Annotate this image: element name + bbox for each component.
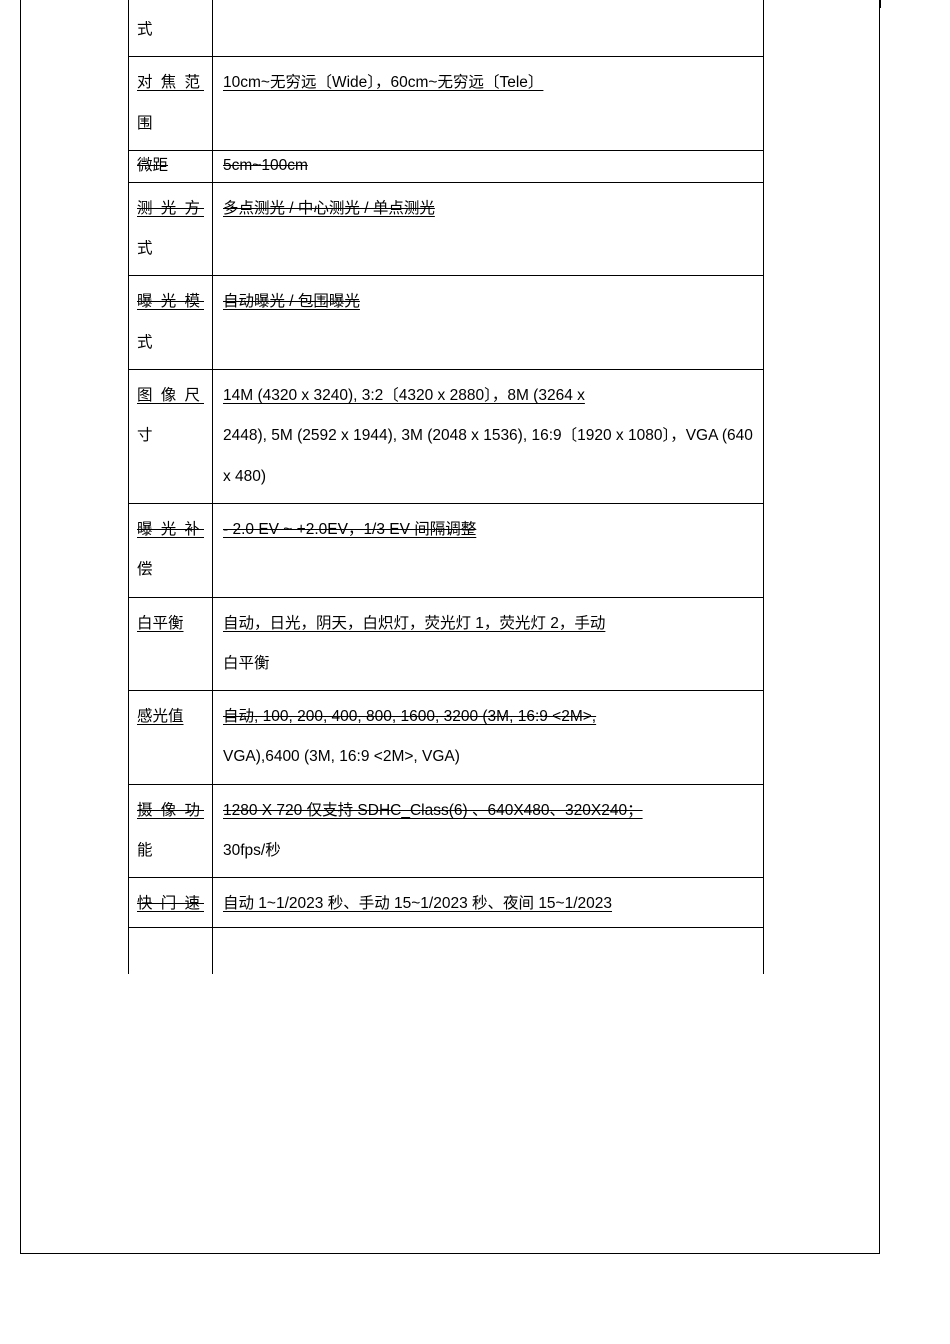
label-text: 微距 <box>137 157 168 174</box>
label-text: 感光值 <box>137 708 184 725</box>
value-rest: VGA),6400 (3M, 16:9 <2M>, VGA) <box>223 748 460 765</box>
value-text: 多点测光 / 中心测光 / 单点测光 <box>223 200 435 217</box>
cell-value-white-balance: 自动，日光，阴天，白炽灯，荧光灯 1，荧光灯 2，手动 白平衡 <box>213 598 763 691</box>
cell-value-exposure-mode: 自动曝光 / 包围曝光 <box>213 276 763 369</box>
cell-value-exposure-comp: - 2.0 EV ~ +2.0EV，1/3 EV 间隔调整 <box>213 504 763 597</box>
cell-label-metering: 测光方 式 <box>129 183 213 276</box>
label-text: 摄像功 <box>137 802 204 819</box>
value-text: - 2.0 EV ~ +2.0EV，1/3 EV 间隔调整 <box>223 521 476 538</box>
table-row: 微距 5cm~100cm <box>129 151 763 183</box>
value-first: 1280 X 720 仅支持 SDHC_Class(6) 、640X480、32… <box>223 802 643 819</box>
table-row: 白平衡 自动，日光，阴天，白炽灯，荧光灯 1，荧光灯 2，手动 白平衡 <box>129 598 763 692</box>
cell-value-iso: 自动, 100, 200, 400, 800, 1600, 3200 (3M, … <box>213 691 763 784</box>
value-text: 5cm~100cm <box>223 157 308 174</box>
value-first: 自动, 100, 200, 400, 800, 1600, 3200 (3M, … <box>223 708 596 725</box>
table-row-blank <box>129 928 763 974</box>
cell-label-image-size: 图像尺 寸 <box>129 370 213 503</box>
cell-label-video: 摄像功 能 <box>129 785 213 878</box>
cell-label-shutter: 快门速 <box>129 878 213 926</box>
cell-value-shutter: 自动 1~1/2023 秒、手动 15~1/2023 秒、夜间 15~1/202… <box>213 878 763 926</box>
label-text-rest: 偿 <box>137 561 157 578</box>
page: 对焦方 式 TTL 自动对焦 对焦范 围 10cm~无穷远〔Wide〕，60cm… <box>0 0 950 1344</box>
label-text: 白平衡 <box>137 615 184 632</box>
label-text: 对焦范 <box>137 74 204 91</box>
cell-value-blank <box>213 928 763 974</box>
cell-value-macro: 5cm~100cm <box>213 151 763 182</box>
table-row: 快门速 自动 1~1/2023 秒、手动 15~1/2023 秒、夜间 15~1… <box>129 878 763 927</box>
value-first: 14M (4320 x 3240), 3:2〔4320 x 2880〕，8M (… <box>223 387 585 404</box>
label-text: 曝光补 <box>137 521 204 538</box>
cell-label-focus-range: 对焦范 围 <box>129 57 213 150</box>
label-text-rest: 寸 <box>137 427 157 444</box>
table-row: 图像尺 寸 14M (4320 x 3240), 3:2〔4320 x 2880… <box>129 370 763 504</box>
value-rest: 30fps/秒 <box>223 842 281 859</box>
table-row: 曝光补 偿 - 2.0 EV ~ +2.0EV，1/3 EV 间隔调整 <box>129 504 763 598</box>
cell-label-iso: 感光值 <box>129 691 213 784</box>
cell-label-white-balance: 白平衡 <box>129 598 213 691</box>
label-text: 曝光模 <box>137 293 204 310</box>
spec-table: 对焦方 式 TTL 自动对焦 对焦范 围 10cm~无穷远〔Wide〕，60cm… <box>128 0 764 974</box>
label-text-rest: 能 <box>137 842 157 859</box>
table-row: 对焦方 式 TTL 自动对焦 <box>129 0 763 57</box>
label-text: 快门速 <box>137 895 204 912</box>
cell-value-focus-mode: TTL 自动对焦 <box>213 0 763 56</box>
label-text-rest: 围 <box>137 115 157 132</box>
cell-value-video: 1280 X 720 仅支持 SDHC_Class(6) 、640X480、32… <box>213 785 763 878</box>
value-rest: 白平衡 <box>223 655 270 672</box>
table-row: 测光方 式 多点测光 / 中心测光 / 单点测光 <box>129 183 763 277</box>
cell-value-metering: 多点测光 / 中心测光 / 单点测光 <box>213 183 763 276</box>
cell-value-focus-range: 10cm~无穷远〔Wide〕，60cm~无穷远〔Tele〕 <box>213 57 763 150</box>
value-rest: 2448), 5M (2592 x 1944), 3M (2048 x 1536… <box>223 427 753 484</box>
value-text: 自动曝光 / 包围曝光 <box>223 293 360 310</box>
label-text-rest: 式 <box>137 334 157 351</box>
cell-label-focus-mode: 对焦方 式 <box>129 0 213 56</box>
value-first: 自动，日光，阴天，白炽灯，荧光灯 1，荧光灯 2，手动 <box>223 615 605 632</box>
frame-tick <box>880 0 881 8</box>
table-row: 摄像功 能 1280 X 720 仅支持 SDHC_Class(6) 、640X… <box>129 785 763 879</box>
label-text-rest: 式 <box>137 21 157 38</box>
label-text-rest: 式 <box>137 240 157 257</box>
value-text: 10cm~无穷远〔Wide〕，60cm~无穷远〔Tele〕 <box>223 74 543 91</box>
cell-label-exposure-mode: 曝光模 式 <box>129 276 213 369</box>
label-text: 测光方 <box>137 200 204 217</box>
label-text: 图像尺 <box>137 387 204 404</box>
value-text: 自动 1~1/2023 秒、手动 15~1/2023 秒、夜间 15~1/202… <box>223 895 612 912</box>
table-row: 感光值 自动, 100, 200, 400, 800, 1600, 3200 (… <box>129 691 763 785</box>
cell-label-blank <box>129 928 213 974</box>
cell-value-image-size: 14M (4320 x 3240), 3:2〔4320 x 2880〕，8M (… <box>213 370 763 503</box>
table-row: 曝光模 式 自动曝光 / 包围曝光 <box>129 276 763 370</box>
cell-label-macro: 微距 <box>129 151 213 182</box>
cell-label-exposure-comp: 曝光补 偿 <box>129 504 213 597</box>
table-row: 对焦范 围 10cm~无穷远〔Wide〕，60cm~无穷远〔Tele〕 <box>129 57 763 151</box>
